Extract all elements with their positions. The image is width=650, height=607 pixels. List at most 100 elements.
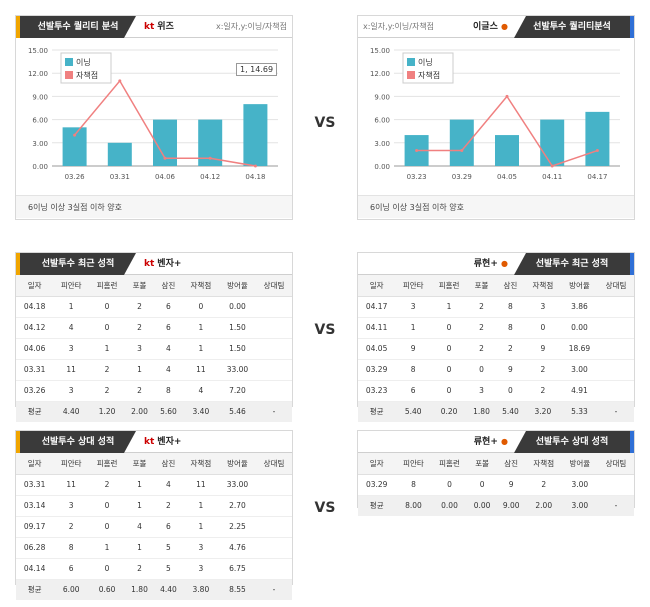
table-cell: - <box>598 401 634 422</box>
table-cell <box>598 296 634 318</box>
column-header: 삼진 <box>495 275 525 297</box>
column-header: 피안타 <box>53 275 90 297</box>
column-header: 일자 <box>358 275 396 297</box>
bar <box>62 127 87 166</box>
y-tick-label: 3.00 <box>32 140 48 148</box>
recent-panel-right: 선발투수 최근 성적 류현+ ● 일자 피안타 피홈런 포볼 삼진 자책점 방어율 상대팀 04… <box>357 252 635 422</box>
table-cell: 평균 <box>16 579 54 600</box>
chart-svg: 0.00 3.00 6.00 9.00 12.00 15.00 03.26 03.31 04.0… <box>28 47 278 181</box>
table-cell: 1 <box>182 495 219 517</box>
er-point <box>208 156 212 160</box>
table-row: 06.28 8 1 1 5 3 4.76 <box>16 537 292 559</box>
table-cell: 3 <box>182 558 219 580</box>
table-cell: 0 <box>182 296 219 318</box>
table-cell: 2.25 <box>218 516 257 538</box>
table-cell: - <box>597 495 634 516</box>
column-header: 피안타 <box>395 453 432 475</box>
y-tick-label: 9.00 <box>32 93 48 101</box>
table-row: 03.23 6 0 3 0 2 4.91 <box>358 380 634 402</box>
y-tick-label: 15.00 <box>370 47 390 55</box>
table-cell: 3.00 <box>561 474 598 496</box>
table-cell: 3.00 <box>561 495 598 516</box>
table-cell: 6.75 <box>218 558 257 580</box>
table-cell <box>598 317 634 339</box>
y-tick-label: 6.00 <box>374 117 390 125</box>
table-cell: 2 <box>467 338 496 360</box>
table-cell: 4 <box>153 474 183 496</box>
table-cell: 33.00 <box>218 474 257 496</box>
table-cell: 0 <box>524 317 561 339</box>
table-cell: 9 <box>495 359 525 381</box>
er-point <box>595 149 599 153</box>
x-tick-label: 04.05 <box>497 173 517 181</box>
table-row: 03.29 8 0 0 9 2 3.00 <box>358 359 634 381</box>
table-cell: 2 <box>524 359 561 381</box>
table-cell: 3.80 <box>182 579 219 600</box>
legend-label: 이닝 <box>76 57 91 67</box>
quality-panel-left: 선발투수 퀄리티 분석 kt 위즈 x:일자,y:이닝/자책점 0.00 3.00 6… <box>15 15 293 220</box>
panel-header: 선발투수 최근 성적 류현+ ● <box>358 253 634 275</box>
table-cell: 2 <box>89 474 126 496</box>
table-cell <box>256 516 292 538</box>
legend-swatch <box>407 71 415 79</box>
axis-note: x:일자,y:이닝/자책점 <box>363 22 435 31</box>
table-cell: 0.00 <box>218 296 257 318</box>
table-cell: 1.50 <box>218 317 257 339</box>
table-cell: 1 <box>125 474 154 496</box>
column-header: 피홈런 <box>89 453 126 475</box>
table-cell: 9.00 <box>496 495 526 516</box>
table-cell: 5.46 <box>218 401 257 422</box>
table-cell: 2.70 <box>218 495 257 517</box>
column-header: 일자 <box>16 453 54 475</box>
column-header: 삼진 <box>153 453 183 475</box>
table-cell: 0.20 <box>431 401 468 422</box>
table-cell: 5 <box>153 558 183 580</box>
er-point <box>460 149 464 153</box>
vs-label: VS <box>314 500 336 516</box>
panel-header: 선발투수 최근 성적 kt 벤자+ <box>16 253 292 275</box>
team-name: kt 벤자+ <box>144 437 182 447</box>
table-cell: 0 <box>431 338 468 360</box>
table-cell: 8 <box>495 317 525 339</box>
table-cell: 4 <box>153 359 183 381</box>
table-cell: 2 <box>125 317 154 339</box>
table-row: 04.06 3 1 3 4 1 1.50 <box>16 338 292 360</box>
table-cell: 3 <box>467 380 496 402</box>
table-cell: 3 <box>53 380 90 402</box>
table-cell: 11 <box>53 474 90 496</box>
y-tick-label: 12.00 <box>370 70 390 78</box>
table-cell: 11 <box>182 474 219 496</box>
er-point <box>505 94 509 98</box>
y-tick-label: 12.00 <box>28 70 48 78</box>
kt-logo: kt <box>144 22 155 32</box>
hanwha-logo: ● <box>501 437 508 446</box>
table-cell: 3.40 <box>182 401 219 422</box>
quality-note: 6이닝 이상 3실점 이하 양호 <box>16 195 292 218</box>
table-cell: 0 <box>431 380 468 402</box>
table-cell: 0 <box>467 474 497 496</box>
table-row: 03.26 3 2 2 8 4 7.20 <box>16 380 292 402</box>
table-cell: 1 <box>395 317 432 339</box>
table-cell: 1.50 <box>218 338 257 360</box>
table-cell <box>256 359 292 381</box>
team-name: kt 위즈 <box>144 22 174 32</box>
table-cell: 4.91 <box>560 380 599 402</box>
table-cell: 0.00 <box>431 495 468 516</box>
column-header: 방어율 <box>218 453 257 475</box>
x-tick-label: 04.18 <box>245 173 265 181</box>
chart-svg: 0.00 3.00 6.00 9.00 12.00 15.00 03.23 03.29 04.0… <box>370 47 620 181</box>
er-point <box>253 164 257 168</box>
x-tick-label: 03.26 <box>65 173 86 181</box>
table-cell: 03.29 <box>358 474 396 496</box>
panel-title: 선발투수 상대 성적 <box>514 431 634 453</box>
table-cell <box>256 474 292 496</box>
table-cell <box>598 338 634 360</box>
er-point <box>73 133 77 137</box>
er-point <box>550 164 554 168</box>
table-cell: 04.12 <box>16 317 54 339</box>
table-cell: 6 <box>153 317 183 339</box>
recent-panel-left: 선발투수 최근 성적 kt 벤자+ 일자 피안타 피홈런 포볼 삼진 자책점 방어율 상대팀 04… <box>15 252 293 422</box>
table-cell: 04.05 <box>358 338 396 360</box>
column-header: 자책점 <box>182 453 219 475</box>
table-cell: 5.40 <box>395 401 432 422</box>
